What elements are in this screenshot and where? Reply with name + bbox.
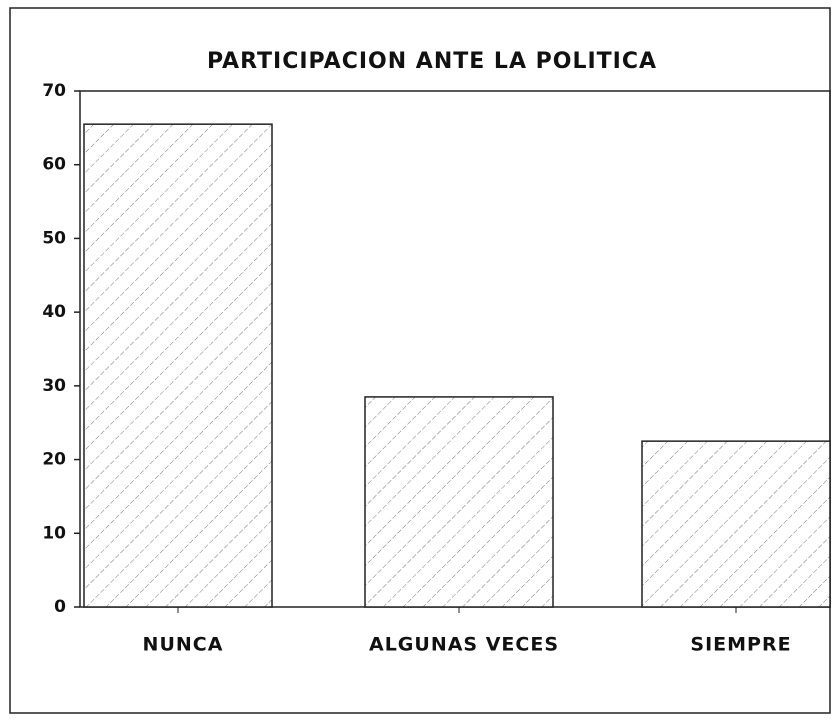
y-tick-label: 70: [42, 81, 66, 101]
y-tick-label: 10: [42, 523, 66, 543]
y-tick-label: 40: [42, 302, 66, 322]
bar-hatch: [364, 396, 554, 608]
bar-hatch: [83, 123, 273, 608]
x-tick-label: ALGUNAS VECES: [369, 634, 559, 656]
y-tick-label: 0: [54, 597, 66, 617]
y-tick-label: 20: [42, 450, 66, 470]
y-tick-label: 50: [42, 228, 66, 248]
x-tick-label: NUNCA: [143, 634, 224, 656]
chart-title: PARTICIPACION ANTE LA POLITICA: [207, 49, 657, 74]
y-tick-label: 60: [42, 155, 66, 175]
bar-hatch: [641, 440, 831, 608]
y-tick-label: 30: [42, 376, 66, 396]
x-tick-label: SIEMPRE: [690, 634, 791, 656]
